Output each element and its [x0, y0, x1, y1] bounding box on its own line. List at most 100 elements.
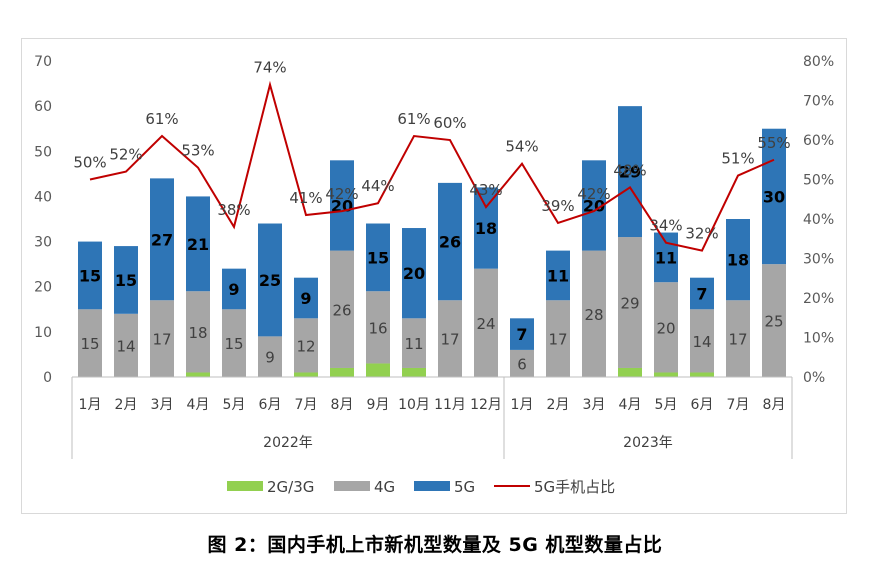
x-tick-label: 8月	[763, 397, 786, 413]
legend-label: 2G/3G	[267, 478, 314, 496]
bar-segment-5g	[618, 106, 642, 238]
y-left-tick-label: 30	[34, 235, 52, 251]
bar-segment-2g-3g	[294, 372, 318, 377]
bar-data-label: 18	[475, 219, 497, 238]
x-tick-label: 1月	[511, 397, 534, 413]
bar-data-label: 27	[151, 230, 173, 249]
bar-data-label: 15	[80, 335, 99, 353]
line-data-label: 54%	[505, 138, 538, 156]
x-tick-label: 4月	[187, 397, 210, 413]
bar-segment-5g	[78, 241, 102, 310]
bar-data-label: 15	[224, 335, 243, 353]
line-data-label: 52%	[109, 146, 142, 164]
x-tick-label: 7月	[727, 397, 750, 413]
x-tick-label: 2月	[115, 397, 138, 413]
line-data-label: 38%	[217, 201, 250, 219]
legend-label: 5G	[454, 478, 475, 496]
bar-data-label: 20	[403, 264, 425, 283]
line-data-label: 43%	[469, 181, 502, 199]
line-data-label: 60%	[433, 114, 466, 132]
figure-caption: 图 2：国内手机上市新机型数量及 5G 机型数量占比	[207, 534, 663, 556]
bar-data-label: 20	[583, 196, 605, 215]
y-right-tick-label: 30%	[803, 252, 834, 268]
y-right-tick-label: 70%	[803, 94, 834, 110]
bar-segment-4g	[690, 309, 714, 373]
legend-swatch	[334, 481, 370, 491]
bar-data-label: 15	[367, 248, 389, 267]
bar-segment-4g	[510, 349, 534, 377]
x-tick-label: 3月	[583, 397, 606, 413]
bar-data-label: 9	[265, 349, 275, 367]
legend-swatch	[227, 481, 263, 491]
chart-frame: 0 10 20 30 40 50 60 70 0% 10% 20% 30% 40% 50% 60% 70% 80…	[21, 38, 847, 514]
bar-segment-5g	[330, 160, 354, 251]
line-data-label: 39%	[541, 197, 574, 215]
x-tick-label: 1月	[79, 397, 102, 413]
bar-segment-4g	[294, 318, 318, 373]
bar-segment-5g	[438, 182, 462, 301]
bar-segment-4g	[618, 237, 642, 368]
y-left-tick-label: 20	[34, 280, 52, 296]
y-left-tick-label: 70	[34, 54, 52, 70]
y-right-tick-label: 40%	[803, 212, 834, 228]
bar-segment-4g	[546, 300, 570, 377]
x-tick-label: 4月	[619, 397, 642, 413]
x-tick-label: 5月	[223, 397, 246, 413]
line-data-label: 34%	[649, 217, 682, 235]
y-left-tick-label: 40	[34, 189, 52, 205]
bar-segment-2g-3g	[690, 372, 714, 377]
bar-data-label: 17	[440, 331, 459, 349]
bar-data-label: 17	[152, 331, 171, 349]
x-tick-label: 10月	[398, 397, 430, 413]
bar-data-label: 12	[296, 337, 315, 355]
y-right-tick-label: 0%	[803, 370, 825, 386]
y-left-tick-label: 50	[34, 144, 52, 160]
line-data-label: 41%	[289, 189, 322, 207]
x-tick-label: 12月	[470, 397, 502, 413]
bar-data-label: 11	[404, 335, 423, 353]
bar-data-label: 9	[300, 289, 311, 308]
bar-segment-5g	[762, 128, 786, 265]
bar-segment-2g-3g	[654, 372, 678, 377]
y-right-tick-label: 80%	[803, 54, 834, 70]
bar-segment-4g	[654, 282, 678, 373]
bar-segment-5g	[294, 277, 318, 319]
line-data-label: 44%	[361, 177, 394, 195]
line-data-label: 48%	[613, 161, 646, 179]
bar-data-label: 15	[115, 271, 137, 290]
bar-segment-4g	[474, 268, 498, 377]
bar-data-label: 17	[548, 331, 567, 349]
bar-data-label: 9	[228, 280, 239, 299]
bar-data-label: 17	[728, 331, 747, 349]
bar-data-label: 7	[516, 325, 527, 344]
bar-data-label: 18	[727, 251, 749, 270]
x-group-label: 2022年	[263, 435, 313, 451]
legend-label: 4G	[374, 478, 395, 496]
x-tick-label: 5月	[655, 397, 678, 413]
bar-segment-5g	[402, 228, 426, 319]
line-data-label: 61%	[397, 110, 430, 128]
bar-segment-4g	[114, 313, 138, 377]
line-data-label: 42%	[325, 185, 358, 203]
bar-segment-5g	[474, 187, 498, 269]
legend-swatch	[414, 481, 450, 491]
line-data-label: 53%	[181, 142, 214, 160]
bar-data-label: 7	[696, 284, 707, 303]
bar-data-label: 14	[692, 333, 711, 351]
bar-data-label: 28	[584, 306, 603, 324]
bar-data-label: 11	[547, 266, 569, 285]
bar-segment-4g	[762, 264, 786, 377]
bar-data-label: 21	[187, 235, 209, 254]
line-data-label: 42%	[577, 185, 610, 203]
x-tick-label: 9月	[367, 397, 390, 413]
line-data-label: 55%	[757, 134, 790, 152]
bar-segment-4g	[366, 291, 390, 364]
bar-data-label: 30	[763, 187, 785, 206]
x-tick-label: 11月	[434, 397, 466, 413]
line-data-label: 74%	[253, 59, 286, 77]
y-left-tick-label: 0	[43, 370, 52, 386]
x-tick-label: 6月	[259, 397, 282, 413]
bar-segment-4g	[438, 300, 462, 377]
bar-data-label: 18	[188, 324, 207, 342]
share-line	[89, 80, 775, 252]
